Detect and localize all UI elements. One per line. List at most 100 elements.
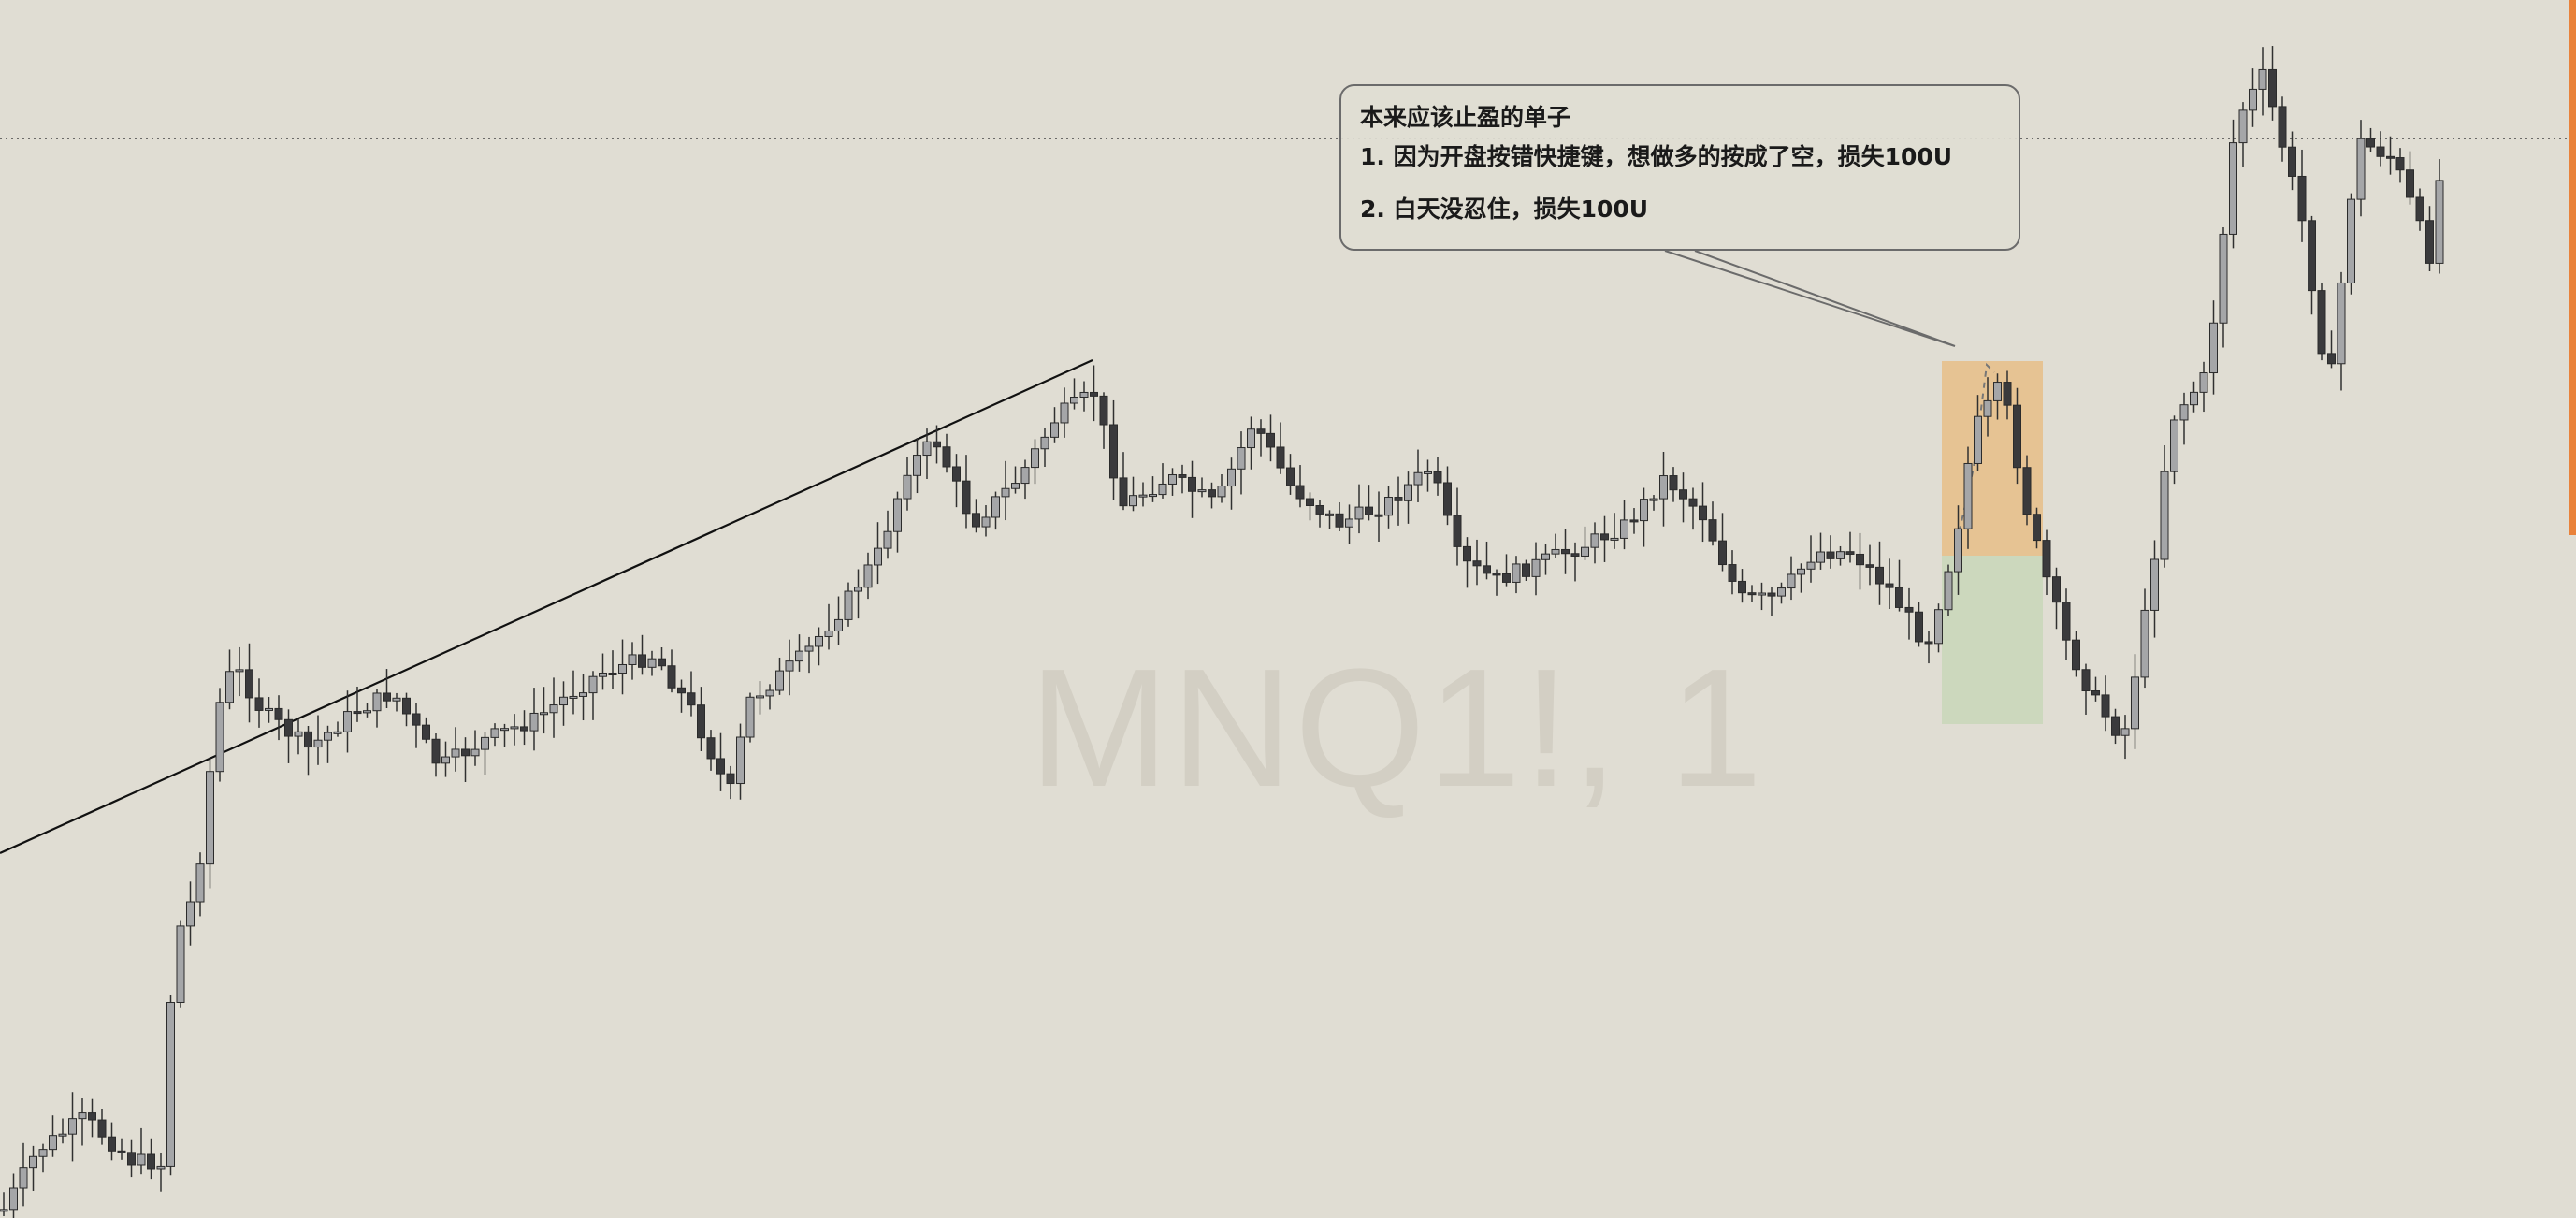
candle-body (1227, 468, 1236, 487)
candle-body (2268, 68, 2277, 108)
candle-body (1836, 551, 1845, 559)
candle-body (1816, 551, 1825, 563)
candle-body (68, 1118, 77, 1135)
candle-body (78, 1112, 87, 1120)
candle-body (166, 1002, 175, 1167)
candle-body (1040, 436, 1049, 450)
candle-body (490, 728, 499, 738)
candle-body (1286, 467, 1295, 486)
candle-body (1747, 592, 1757, 596)
note-line-2: 2. 白天没忍住，损失100U (1360, 196, 1649, 223)
candle-body (1758, 592, 1766, 596)
candle-body (1610, 537, 1619, 541)
candle-body (1001, 487, 1010, 498)
candle-body (451, 748, 460, 758)
candle-body (775, 670, 784, 691)
candle-body (736, 736, 745, 785)
candle-body (863, 564, 873, 588)
candle-body (2120, 728, 2130, 736)
candle-body (1738, 580, 1746, 594)
candle-body (1079, 391, 1089, 399)
candle-body (529, 712, 539, 732)
candle-body (893, 498, 902, 532)
note-line-1: 1. 因为开盘按错快捷键，想做多的按成了空，损失100U (1360, 143, 1953, 170)
candle-body (2072, 639, 2080, 671)
candle-body (706, 737, 716, 760)
candle-body (1384, 497, 1393, 516)
candle-body (412, 713, 421, 726)
candle-body (1993, 382, 2002, 401)
position-stop-zone[interactable] (1942, 361, 2043, 556)
candle-body (1374, 514, 1383, 517)
candle-body (1031, 448, 1039, 469)
candle-body (638, 654, 646, 668)
candle-body (1885, 583, 1894, 588)
candle-body (313, 739, 323, 748)
candle-body (1512, 563, 1521, 583)
candle-body (588, 675, 598, 694)
candle-body (2337, 282, 2346, 365)
candle-body (2258, 68, 2267, 90)
note-title: 本来应该止盈的单子 (1360, 104, 1571, 131)
candle-body (2249, 88, 2257, 111)
candle-body (1856, 553, 1864, 566)
candle-body (2131, 676, 2139, 730)
candle-body (19, 1167, 28, 1189)
candle-body (1806, 561, 1816, 570)
candle-body (883, 530, 892, 549)
candle-body (353, 711, 362, 715)
candle-body (1983, 399, 1992, 417)
candle-body (540, 712, 548, 716)
candle-body (29, 1155, 37, 1169)
candle-body (127, 1152, 136, 1166)
price-edge-indicator (2569, 0, 2576, 535)
candle-body (1777, 587, 1786, 597)
candle-body (942, 446, 951, 468)
candle-body (834, 618, 843, 631)
candle-body (981, 516, 991, 528)
candle-body (1649, 498, 1658, 501)
candle-body (815, 635, 823, 647)
candle-body (254, 697, 264, 711)
candle-body (372, 692, 382, 712)
candle-body (1767, 592, 1776, 597)
candle-body (343, 711, 352, 732)
candles-layer[interactable] (0, 46, 2444, 1218)
candle-body (2238, 109, 2248, 144)
candle-body (1963, 462, 1973, 529)
candle-body (294, 731, 303, 737)
candle-body (579, 692, 587, 697)
candle-body (559, 696, 568, 706)
trend-line[interactable] (0, 358, 1093, 855)
candle-body (549, 704, 558, 714)
candle-body (1472, 560, 1482, 567)
candle-body (156, 1165, 166, 1170)
candle-body (1924, 641, 1933, 645)
candle-body (195, 863, 205, 903)
candle-body (1158, 483, 1167, 496)
candle-body (1954, 528, 1962, 573)
candle-body (2347, 198, 2355, 283)
candle-body (854, 587, 862, 592)
candle-body (2386, 155, 2395, 159)
candle-body (510, 726, 519, 730)
candle-body (1325, 513, 1334, 516)
note-annotation-box[interactable]: 本来应该止盈的单子 1. 因为开盘按错快捷键，想做多的按成了空，损失100U 2… (1339, 84, 2020, 251)
candle-body (1138, 494, 1148, 498)
candle-body (2150, 558, 2159, 611)
candle-body (1483, 565, 1491, 574)
candle-body (2278, 106, 2287, 148)
candle-body (2199, 372, 2208, 393)
position-target-zone[interactable] (1942, 556, 2043, 724)
candle-body (1070, 397, 1078, 404)
candle-body (1404, 484, 1412, 501)
candle-body (58, 1133, 67, 1137)
candle-body (1266, 432, 1275, 448)
candle-body (206, 771, 214, 865)
candle-body (697, 704, 705, 739)
candle-body (2209, 322, 2218, 374)
candle-body (1315, 505, 1324, 515)
candle-body (431, 738, 441, 764)
